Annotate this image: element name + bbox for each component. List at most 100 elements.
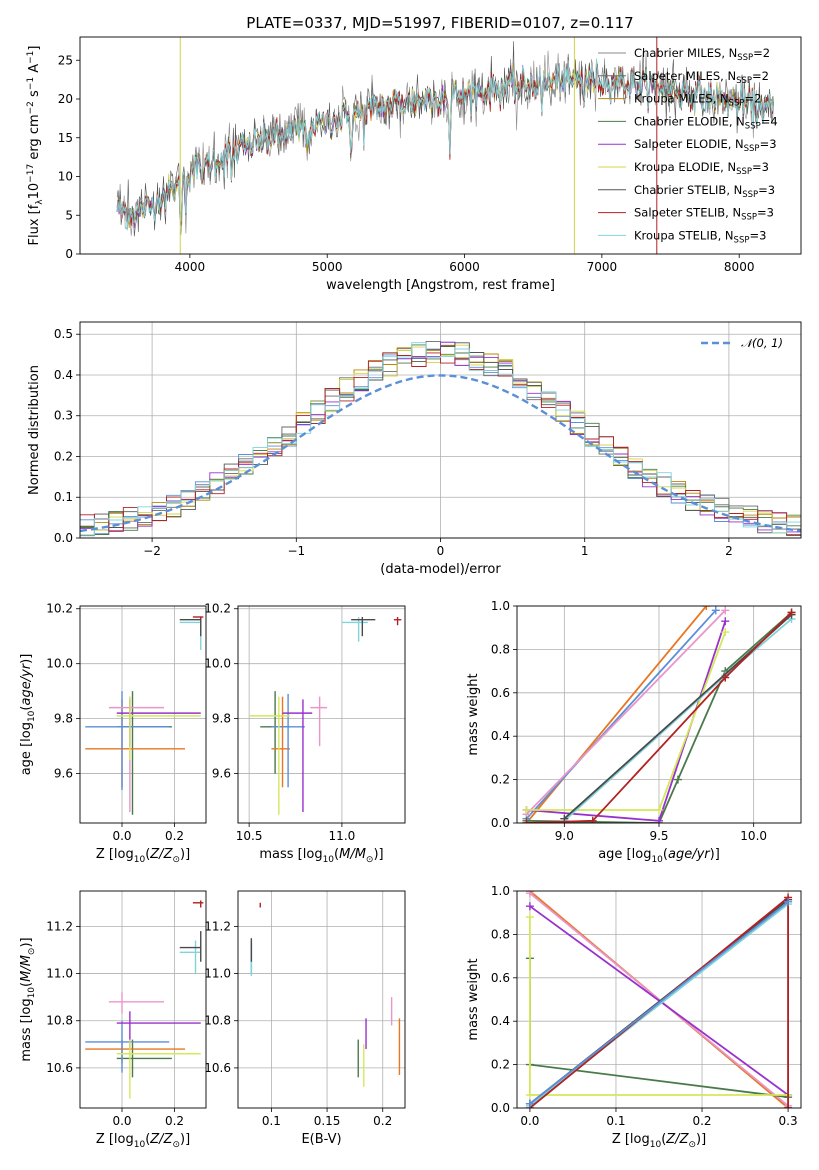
chart-mass_weight_vs_z: 0.0 0.1 0.2 0.3 0.0 0.2 0.4 0.6 0.8 1.0 Z [log10(Z… [466, 884, 802, 1150]
y-tick-label: 9.8 [54, 712, 73, 726]
legend: 𝒩(0, 1) [701, 336, 783, 350]
x-tick-label: 0 [437, 544, 445, 558]
series-marker [522, 805, 531, 814]
y-tick-label: 0.8 [491, 642, 510, 656]
legend-label: Chabrier MILES, NSSP=2 [634, 46, 770, 63]
y-tick-label: 1.0 [491, 599, 510, 613]
axis-label: Z [log10(Z/Z⊙)] [96, 847, 190, 865]
series-marker [525, 891, 534, 898]
y-tick-label: 10.6 [46, 1061, 73, 1075]
chart-age_vs_mass: 10.5 11.0 9.6 9.8 10.0 10.2 mass [log10(M/M⊙)] [204, 602, 406, 865]
axes-frame [79, 36, 802, 255]
x-axis-label: (data-model)/error [380, 562, 501, 577]
legend-label: Kroupa ELODIE, NSSP=3 [634, 160, 769, 177]
y-tick-label: 25 [58, 53, 73, 67]
y-tick-label: 0.4 [491, 1014, 510, 1028]
series-line [525, 609, 717, 820]
y-tick-label: 10.8 [46, 1014, 73, 1028]
axis-label: age [log10(age/yr)] [19, 654, 37, 776]
y-tick-label: 0.6 [491, 971, 510, 985]
y-tick-label: 20 [58, 92, 73, 106]
series-marker [721, 606, 730, 615]
normal-curve [80, 374, 801, 533]
x-axis-label: wavelength [Angstrom, rest frame] [326, 278, 555, 293]
series-marker [525, 902, 534, 911]
x-tick-label: 1 [581, 544, 589, 558]
x-tick-label: 0.3 [779, 1114, 798, 1128]
x-tick-label: 0.0 [112, 829, 131, 843]
series-marker [784, 1104, 793, 1108]
y-tick-label: 5 [65, 208, 73, 222]
y-tick-label: 0.5 [54, 327, 73, 341]
x-axis-label: E(B-V) [301, 1132, 341, 1147]
y-tick-label: 0.6 [491, 686, 510, 700]
series-line [529, 901, 789, 1105]
y-tick-label: 10.0 [46, 657, 73, 671]
y-tick-label: 10.2 [204, 602, 231, 616]
series-marker [721, 673, 730, 682]
plot-area [116, 37, 774, 254]
spectrum-line [116, 41, 774, 237]
y-tick-label: 0.4 [491, 729, 510, 743]
x-tick-label: 8000 [724, 260, 755, 274]
y-tick-label: 9.6 [54, 767, 73, 781]
x-tick-label: 9.5 [649, 829, 668, 843]
plot-area [85, 616, 204, 815]
axis-label: mass [log10(M/M⊙)] [259, 847, 383, 865]
x-tick-label: 10.5 [236, 829, 263, 843]
y-tick-label: 0 [65, 247, 73, 261]
plot-area [522, 606, 796, 823]
series-marker [787, 608, 796, 617]
chart-mass_vs_z: 0.0 0.2 10.6 10.8 11.0 11.2 Z [log10(Z/Z⊙)] mas… [19, 890, 207, 1150]
spectrum-line [116, 58, 774, 231]
figure-title: PLATE=0337, MJD=51997, FIBERID=0107, z=0… [246, 14, 633, 32]
series-marker [522, 819, 531, 823]
x-tick-label: 0.0 [112, 1114, 131, 1128]
plot-area [250, 902, 401, 1087]
x-tick-label: −2 [143, 544, 161, 558]
series-marker [721, 628, 730, 637]
axis-label: Z [log10(Z/Z⊙)] [96, 1132, 190, 1150]
series-marker [655, 805, 663, 814]
y-tick-label: 10.2 [46, 602, 73, 616]
legend-label: Kroupa MILES, NSSP=2 [634, 92, 761, 109]
y-tick-label: 11.2 [46, 919, 73, 933]
y-tick-label: 1.0 [491, 884, 510, 898]
y-tick-label: 0.0 [491, 816, 510, 830]
x-tick-label: 10.0 [740, 829, 767, 843]
axes-frame [516, 890, 802, 1109]
x-tick-label: 2 [725, 544, 733, 558]
plot-area [249, 616, 402, 815]
series-marker [588, 816, 597, 823]
legend-label: Chabrier STELIB, NSSP=3 [634, 183, 775, 200]
axes-frame [79, 605, 207, 824]
x-tick-label: 0.15 [314, 1114, 341, 1128]
x-tick-label: −1 [287, 544, 305, 558]
x-tick-label: 6000 [449, 260, 480, 274]
series-marker [525, 1099, 534, 1108]
y-tick-label: 10.8 [204, 1014, 231, 1028]
y-tick-label: 15 [58, 131, 73, 145]
plot-area [80, 340, 801, 537]
chart-spectrum: 4000 5000 6000 7000 8000 0 5 10 15 20 25 wavelength… [26, 36, 802, 293]
y-tick-label: 0.4 [54, 368, 73, 382]
series-marker [655, 816, 663, 823]
plot-area [85, 900, 204, 1099]
legend-label: Salpeter ELODIE, NSSP=3 [634, 137, 777, 154]
x-tick-label: 0.2 [373, 1114, 392, 1128]
y-axis-label: mass weight [466, 673, 481, 755]
series-marker [673, 775, 682, 784]
series-line [525, 609, 726, 815]
series-marker [702, 606, 711, 610]
axis-label: mass [log10(M/M⊙)] [19, 937, 37, 1061]
axes-frame [237, 890, 406, 1109]
x-tick-label: 0.0 [520, 1114, 539, 1128]
legend-label: Salpeter MILES, NSSP=2 [634, 69, 769, 86]
chart-residuals: −2 −1 0 1 2 0.0 0.1 0.2 0.3 0.4 0.5 (data-model)/er… [27, 321, 802, 577]
x-tick-label: 0.1 [606, 1114, 625, 1128]
y-tick-label: 11.2 [204, 919, 231, 933]
series-marker [721, 617, 730, 626]
x-tick-label: 0.1 [262, 1114, 281, 1128]
x-tick-label: 0.2 [692, 1114, 711, 1128]
